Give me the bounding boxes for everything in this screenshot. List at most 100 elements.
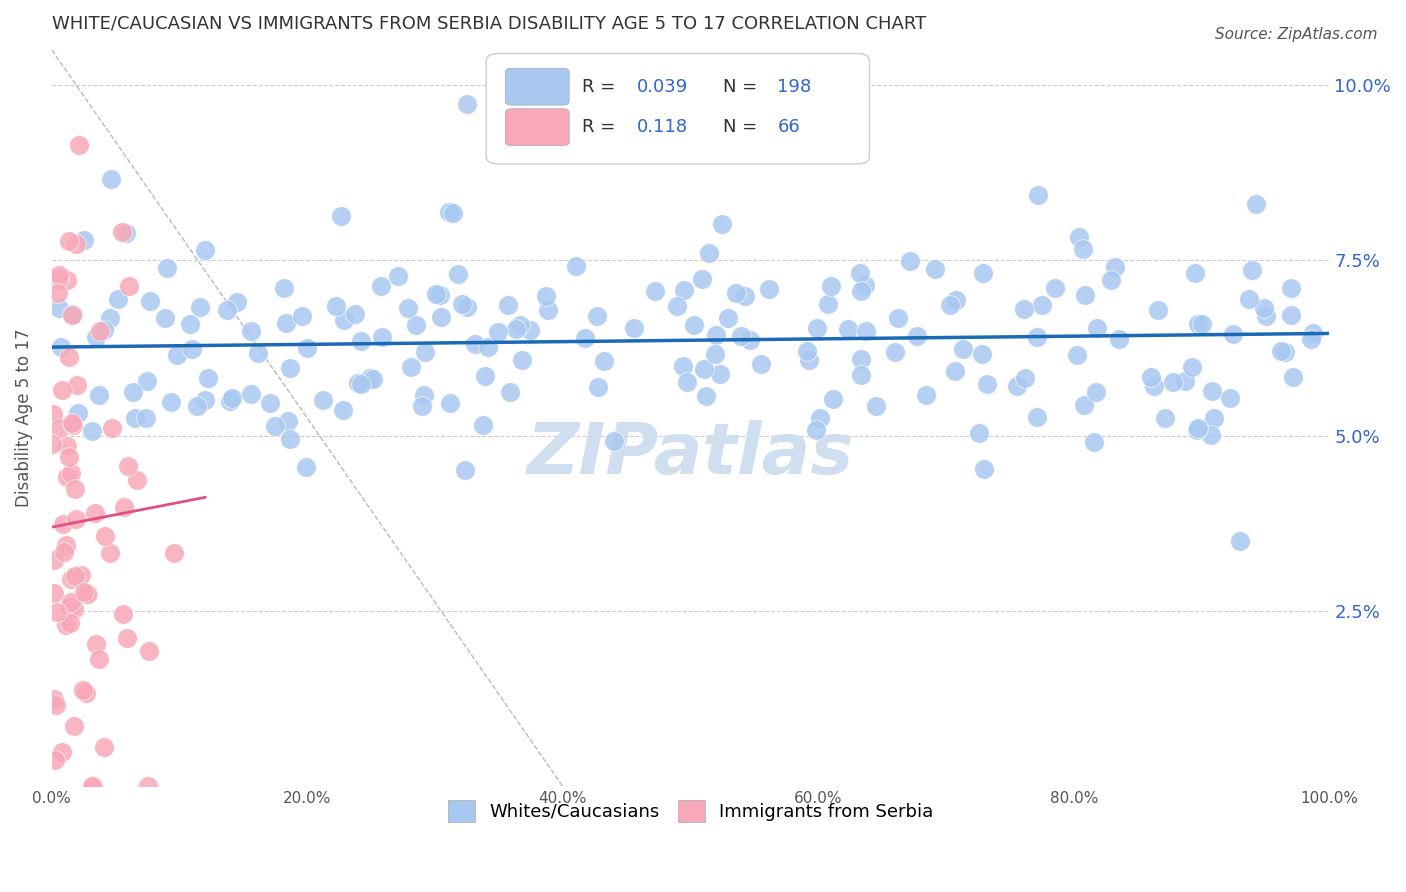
- Point: [939, 297, 962, 311]
- Point: [93, 323, 115, 337]
- Point: [1073, 288, 1095, 302]
- Point: [325, 300, 347, 314]
- Point: [58, 350, 80, 364]
- Point: [672, 359, 695, 373]
- Point: [295, 341, 318, 355]
- Point: [59, 573, 82, 587]
- Point: [58, 450, 80, 464]
- Point: [70, 568, 93, 582]
- Point: [1014, 371, 1036, 385]
- Point: [117, 279, 139, 293]
- FancyBboxPatch shape: [505, 109, 569, 145]
- Point: [817, 296, 839, 310]
- Point: [510, 353, 533, 368]
- Point: [1229, 533, 1251, 548]
- Point: [51, 384, 73, 398]
- Point: [156, 260, 179, 275]
- Point: [1099, 273, 1122, 287]
- Point: [499, 384, 522, 399]
- Point: [412, 388, 434, 402]
- Point: [58, 615, 80, 630]
- Point: [972, 266, 994, 280]
- Point: [277, 414, 299, 428]
- Point: [370, 279, 392, 293]
- Point: [456, 300, 478, 314]
- Point: [127, 473, 149, 487]
- Point: [472, 417, 495, 432]
- Point: [1073, 242, 1095, 256]
- Point: [87, 387, 110, 401]
- Point: [565, 259, 588, 273]
- Point: [240, 387, 263, 401]
- Point: [136, 780, 159, 794]
- Point: [100, 172, 122, 186]
- Point: [704, 327, 727, 342]
- Point: [915, 388, 938, 402]
- Point: [45, 698, 67, 712]
- Point: [77, 587, 100, 601]
- Point: [740, 333, 762, 347]
- Point: [56, 273, 79, 287]
- Point: [808, 411, 831, 425]
- Point: [853, 277, 876, 292]
- Point: [976, 377, 998, 392]
- Point: [65, 569, 87, 583]
- Point: [1028, 187, 1050, 202]
- Point: [48, 272, 70, 286]
- Point: [59, 599, 82, 614]
- Point: [62, 417, 84, 432]
- Point: [796, 344, 818, 359]
- Point: [429, 288, 451, 302]
- Point: [1274, 345, 1296, 359]
- Point: [849, 351, 872, 366]
- Text: 198: 198: [778, 78, 811, 95]
- Point: [153, 310, 176, 325]
- Point: [197, 371, 219, 385]
- Point: [425, 286, 447, 301]
- Point: [439, 396, 461, 410]
- Point: [115, 226, 138, 240]
- Text: WHITE/CAUCASIAN VS IMMIGRANTS FROM SERBIA DISABILITY AGE 5 TO 17 CORRELATION CHA: WHITE/CAUCASIAN VS IMMIGRANTS FROM SERBI…: [52, 15, 927, 33]
- Point: [1108, 332, 1130, 346]
- Point: [1043, 281, 1066, 295]
- Point: [849, 284, 872, 298]
- Point: [463, 337, 485, 351]
- Point: [332, 403, 354, 417]
- Point: [537, 302, 560, 317]
- Point: [820, 279, 842, 293]
- Point: [1174, 374, 1197, 388]
- Text: 66: 66: [778, 118, 800, 136]
- Point: [263, 418, 285, 433]
- Point: [1222, 326, 1244, 341]
- Point: [179, 318, 201, 332]
- Point: [1191, 317, 1213, 331]
- Text: 0.039: 0.039: [637, 78, 688, 95]
- Point: [1185, 423, 1208, 437]
- Point: [1219, 391, 1241, 405]
- Text: Source: ZipAtlas.com: Source: ZipAtlas.com: [1215, 27, 1378, 42]
- Point: [1026, 329, 1049, 343]
- Point: [82, 780, 104, 794]
- Point: [58, 234, 80, 248]
- Point: [848, 266, 870, 280]
- Point: [117, 632, 139, 646]
- Point: [138, 644, 160, 658]
- Point: [1143, 378, 1166, 392]
- Point: [900, 254, 922, 268]
- Point: [387, 268, 409, 283]
- Point: [44, 692, 66, 706]
- Point: [1073, 398, 1095, 412]
- Point: [967, 425, 990, 440]
- Point: [66, 378, 89, 392]
- Point: [65, 483, 87, 497]
- Point: [73, 233, 96, 247]
- Point: [690, 272, 713, 286]
- Point: [693, 361, 716, 376]
- Point: [76, 587, 98, 601]
- Point: [804, 423, 827, 437]
- Point: [945, 293, 967, 308]
- Point: [136, 374, 159, 388]
- Point: [122, 384, 145, 399]
- Point: [63, 602, 86, 616]
- Text: R =: R =: [582, 78, 621, 95]
